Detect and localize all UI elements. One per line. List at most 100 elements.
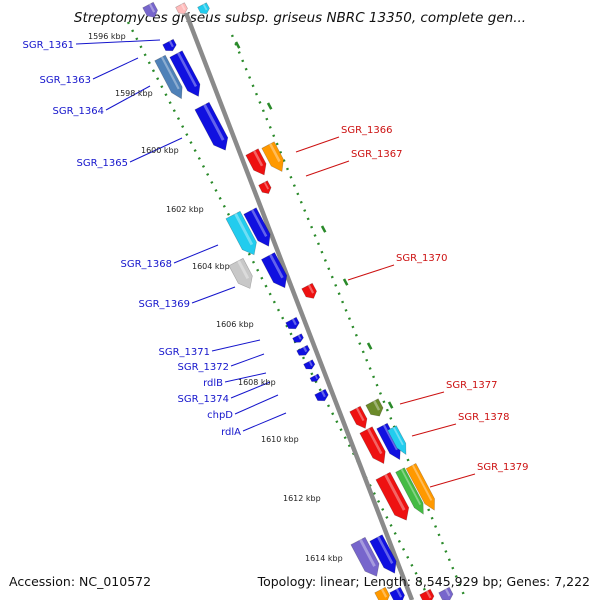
leader-line-left bbox=[173, 244, 219, 264]
gene-rdla bbox=[314, 388, 329, 402]
gene-rdla-shine bbox=[320, 390, 326, 398]
gene-label-right: SGR_1377 bbox=[446, 380, 498, 391]
gene-rdlb-shine bbox=[302, 346, 308, 353]
kbp-label: 1610 kbp bbox=[261, 435, 299, 444]
gene-label-left: rdlB bbox=[203, 378, 223, 389]
gene-sgr-1361-shine bbox=[168, 40, 174, 48]
leader-line-right bbox=[429, 473, 476, 488]
gene-sgr-1361 bbox=[162, 38, 177, 52]
gene-sgr-1367-shine bbox=[269, 143, 281, 163]
kbp-label: 1608 kbp bbox=[238, 378, 276, 387]
gene-sgr-1366 bbox=[245, 148, 267, 176]
leader-line-left bbox=[92, 57, 139, 80]
gene-sgr-1365 bbox=[194, 101, 229, 151]
gene-label-left: SGR_1365 bbox=[77, 158, 129, 169]
gene-sgr-1364 bbox=[169, 50, 201, 97]
gene-sgr-1370 bbox=[301, 282, 317, 299]
gene-sgr-1363 bbox=[154, 54, 183, 100]
gene-sgr-1367b-shine bbox=[263, 181, 269, 190]
kbp-label: 1604 kbp bbox=[192, 262, 230, 271]
kbp-label: 1596 kbp bbox=[88, 32, 126, 41]
gene-sgr-1363-shine bbox=[160, 56, 180, 90]
gene-sgr-1379a bbox=[375, 471, 410, 521]
gene-label-right: SGR_1367 bbox=[351, 149, 403, 160]
kbp-label: 1606 kbp bbox=[216, 320, 254, 329]
gene-top-pink-shine bbox=[180, 3, 186, 11]
major-tick bbox=[234, 41, 241, 49]
kbp-label: 1598 kbp bbox=[115, 89, 153, 98]
gene-sgr-1367b bbox=[258, 180, 272, 194]
gene-sgr-1369a-shine bbox=[237, 260, 250, 280]
gene-sgr-1378a-shine bbox=[367, 428, 383, 455]
leader-line-left bbox=[105, 85, 151, 111]
gene-bottom-red bbox=[419, 588, 435, 600]
gene-label-left: SGR_1363 bbox=[40, 75, 92, 86]
gene-label-left: SGR_1374 bbox=[178, 394, 230, 405]
gene-label-left: SGR_1364 bbox=[53, 106, 105, 117]
gene-sgr-1367 bbox=[261, 141, 284, 172]
gene-label-right: SGR_1379 bbox=[477, 462, 529, 473]
leader-line-left bbox=[75, 39, 161, 45]
kbp-label: 1602 kbp bbox=[166, 205, 204, 214]
gene-label-left: rdlA bbox=[221, 427, 241, 438]
leader-line-right bbox=[399, 391, 445, 405]
gene-sgr-1366-shine bbox=[253, 150, 264, 167]
leader-line-left bbox=[129, 137, 183, 163]
gene-sgr-1374 bbox=[303, 359, 316, 370]
gene-lower-blue bbox=[369, 534, 397, 574]
gene-sgr-1377b bbox=[365, 398, 384, 417]
gene-sgr-1364-shine bbox=[177, 52, 198, 88]
gene-label-right: SGR_1366 bbox=[341, 125, 393, 136]
gene-sgr-1369a bbox=[228, 257, 253, 289]
gene-sgr-1372-shine bbox=[297, 334, 302, 340]
major-tick bbox=[320, 225, 327, 233]
leader-line-right bbox=[411, 423, 457, 437]
gene-label-left: SGR_1369 bbox=[139, 299, 191, 310]
backbone bbox=[183, 12, 415, 600]
gene-lower-purple-shine bbox=[359, 539, 376, 567]
gene-sgr-1378a bbox=[359, 426, 386, 465]
gene-bottom-red-shine bbox=[425, 590, 432, 599]
gene-sgr-1377a bbox=[349, 405, 368, 429]
leader-line-left bbox=[230, 381, 271, 399]
gene-sgr-1365-shine bbox=[203, 104, 225, 141]
gene-lower-blue-shine bbox=[377, 536, 394, 564]
label-leaders bbox=[75, 39, 476, 488]
gene-sgr-1379a-shine bbox=[384, 474, 406, 511]
tick-marks bbox=[126, 21, 468, 600]
gene-sgr-1368b-shine bbox=[251, 209, 268, 237]
gene-features bbox=[142, 1, 454, 600]
topology-text: Topology: linear; Length: 8,545,929 bp; … bbox=[257, 574, 590, 589]
gene-chpd bbox=[309, 373, 321, 382]
gene-label-left: SGR_1372 bbox=[178, 362, 230, 373]
major-tick bbox=[366, 342, 373, 350]
kbp-ruler-labels: 1596 kbp 1598 kbp 1600 kbp 1602 kbp 1604 kbp… bbox=[88, 32, 343, 563]
kbp-label: 1600 kbp bbox=[141, 146, 179, 155]
gene-top-cyan-shine bbox=[202, 3, 208, 11]
gene-label-left: chpD bbox=[207, 410, 233, 421]
gene-lower-purple bbox=[350, 536, 380, 577]
leader-line-right bbox=[305, 160, 350, 177]
gene-label-right: SGR_1370 bbox=[396, 253, 448, 264]
leader-line-left bbox=[242, 412, 287, 432]
major-tick bbox=[387, 401, 394, 409]
gene-sgr-1370-shine bbox=[307, 284, 315, 294]
accession-text: Accession: NC_010572 bbox=[9, 574, 152, 589]
gene-sgr-1369b-shine bbox=[269, 254, 284, 279]
gene-sgr-1378c-shine bbox=[392, 426, 404, 446]
gene-top-purple bbox=[142, 1, 158, 18]
gene-labels: SGR_1361 SGR_1363 SGR_1364 SGR_1365 SGR_1368… bbox=[23, 40, 529, 473]
backbone-line bbox=[183, 12, 415, 600]
gene-sgr-1379c bbox=[405, 462, 435, 511]
gene-sgr-1378b-shine bbox=[382, 424, 398, 451]
gene-bottom-purple bbox=[438, 586, 454, 600]
gene-sgr-1368a bbox=[225, 210, 257, 256]
gene-chpd-shine bbox=[314, 374, 318, 380]
leader-line-left bbox=[191, 286, 236, 304]
leader-line-right bbox=[347, 264, 395, 281]
gene-bottom-orange-shine bbox=[380, 588, 388, 598]
gene-sgr-1368a-shine bbox=[234, 213, 254, 246]
leader-line-left bbox=[234, 394, 279, 415]
gene-sgr-1379b bbox=[395, 467, 424, 515]
